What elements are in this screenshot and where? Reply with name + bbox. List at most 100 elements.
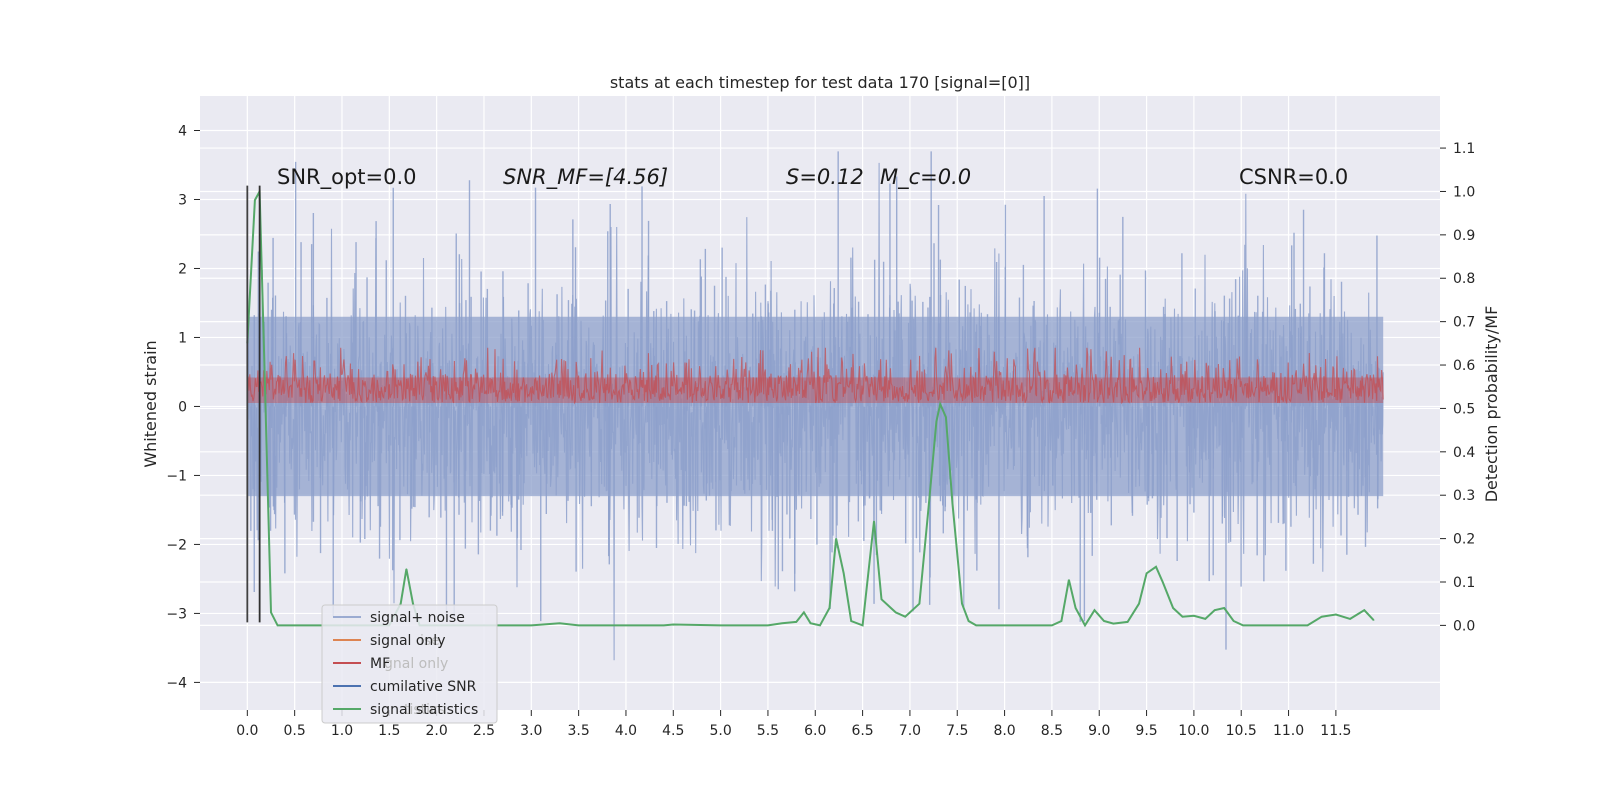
signal-statistics-point	[720, 624, 722, 626]
x-tick-label: 6.5	[851, 723, 873, 739]
x-tick-label: 6.0	[804, 723, 826, 739]
x-tick-label: 2.0	[426, 723, 448, 739]
signal-statistics-point	[294, 624, 296, 626]
y2-tick-label: 0.0	[1453, 618, 1475, 634]
y-tick-label: 3	[178, 192, 187, 208]
y-tick-label: 2	[178, 261, 187, 277]
signal-statistics-point	[1204, 618, 1206, 620]
signal-statistics-point	[951, 503, 954, 505]
signal-statistics-point	[1103, 620, 1105, 622]
x-tick-label: 7.0	[899, 723, 921, 739]
x-tick-label: 10.0	[1178, 723, 1209, 739]
signal-statistics-point	[530, 624, 532, 626]
x-tick-label: 1.0	[331, 723, 353, 739]
signal-statistics-point	[578, 624, 580, 626]
signal-statistics-point	[835, 538, 837, 540]
signal-statistics-point	[945, 416, 947, 418]
signal-statistics-point	[895, 611, 897, 613]
signal-statistics-point	[928, 503, 930, 505]
y-tick-label: 0	[178, 399, 187, 415]
signal-statistics-point	[1093, 609, 1096, 611]
x-tick-label: 9.0	[1088, 723, 1110, 739]
x-tick-label: 5.0	[709, 723, 731, 739]
x-tick-label: 11.0	[1273, 723, 1304, 739]
signal-statistics-point	[400, 603, 402, 605]
legend-label: cumilative SNR	[370, 679, 477, 695]
signal-statistics-point	[1321, 616, 1323, 618]
signal-statistics-point	[1349, 618, 1351, 620]
y2-tick-label: 0.4	[1453, 445, 1475, 461]
x-tick-label: 2.5	[473, 723, 495, 739]
x-tick-label: 3.5	[567, 723, 589, 739]
legend: ise gnal only tistics signal+ noise signa…	[321, 604, 498, 724]
x-tick-label: 4.0	[615, 723, 637, 739]
series-mf-band	[247, 377, 1384, 403]
y2-tick-label: 0.5	[1453, 401, 1475, 417]
signal-statistics-point	[781, 622, 783, 624]
signal-statistics-point	[975, 624, 977, 626]
signal-statistics-point	[1003, 624, 1006, 626]
legend-ghost-text-2: gnal only	[384, 656, 448, 672]
y-axis-ticks: −4 −3 −2 −1 0 1 2 3 4	[166, 123, 200, 691]
signal-statistics-point	[1287, 624, 1290, 626]
x-tick-label: 8.5	[1041, 723, 1063, 739]
signal-statistics-point	[961, 603, 963, 605]
signal-statistics-point	[1242, 624, 1244, 626]
legend-ghost-text-3: tistics	[404, 702, 445, 718]
y2-tick-label: 1.1	[1453, 141, 1475, 157]
y2-axis-ticks: 0.0 0.1 0.2 0.3 0.4 0.5 0.6 0.7 0.8 0.9 1.0 1.1	[1440, 141, 1475, 634]
signal-statistics-point	[1138, 603, 1140, 605]
y2-tick-label: 0.3	[1453, 488, 1475, 504]
y2-tick-label: 1.0	[1453, 184, 1475, 200]
annotation-mc: M_c=0.0	[880, 165, 971, 190]
legend-label: signal only	[370, 633, 445, 649]
signal-statistics-point	[1074, 607, 1077, 609]
signal-statistics-point	[935, 420, 938, 423]
signal-statistics-point	[1162, 581, 1164, 583]
signal-statistics-point	[873, 520, 875, 522]
signal-statistics-point	[809, 622, 812, 624]
plot-series	[246, 151, 1384, 661]
x-tick-label: 11.5	[1320, 723, 1351, 739]
signal-statistics-point	[405, 568, 407, 570]
y-tick-label: 4	[178, 123, 187, 139]
signal-statistics-point	[861, 624, 864, 626]
signal-statistics-point	[559, 622, 561, 624]
x-tick-label: 4.5	[662, 723, 684, 739]
annotation-snr-opt: SNR_opt=0.0	[277, 165, 417, 190]
x-axis-ticks: 0.0 0.5 1.0 1.5 2.0 2.5 3.0 3.5 4.0 4.5 5.0 5.5 6.0 6…	[236, 710, 1351, 739]
signal-statistics-point	[663, 624, 665, 626]
x-tick-label: 10.5	[1226, 723, 1257, 739]
legend-ghost-text-1: ise	[420, 633, 440, 649]
signal-statistics-point	[1127, 621, 1129, 623]
signal-statistics-point	[880, 598, 883, 600]
annotation-csnr: CSNR=0.0	[1239, 165, 1348, 189]
signal-statistics-point	[850, 620, 852, 622]
signal-statistics-point	[1251, 624, 1254, 626]
signal-statistics-point	[1306, 624, 1309, 626]
signal-statistics-point	[1269, 624, 1271, 626]
y2-tick-label: 0.7	[1453, 315, 1475, 331]
y2-tick-label: 0.1	[1453, 575, 1475, 591]
annotation-snr-mf: SNR_MF=[4.56]	[503, 165, 668, 190]
signal-statistics-point	[795, 621, 797, 623]
signal-statistics-point	[1373, 619, 1375, 621]
signal-statistics-point	[939, 403, 941, 405]
series-mf	[246, 347, 1384, 405]
signal-statistics-point	[277, 624, 279, 626]
signal-statistics-point	[263, 364, 265, 366]
legend-label: MF	[370, 656, 390, 672]
y-tick-label: −1	[166, 468, 187, 484]
y-tick-label: −4	[166, 675, 187, 691]
signal-statistics-point	[1193, 615, 1195, 617]
signal-statistics-point	[412, 603, 414, 605]
signal-statistics-point	[1172, 607, 1174, 609]
legend-label: signal+ noise	[370, 610, 465, 626]
y2-tick-label: 0.8	[1453, 271, 1475, 287]
x-tick-label: 9.5	[1135, 723, 1157, 739]
signal-statistics-point	[1112, 623, 1115, 625]
legend-box	[321, 604, 498, 724]
signal-statistics-point	[828, 607, 831, 609]
signal-statistics-point	[904, 616, 906, 618]
